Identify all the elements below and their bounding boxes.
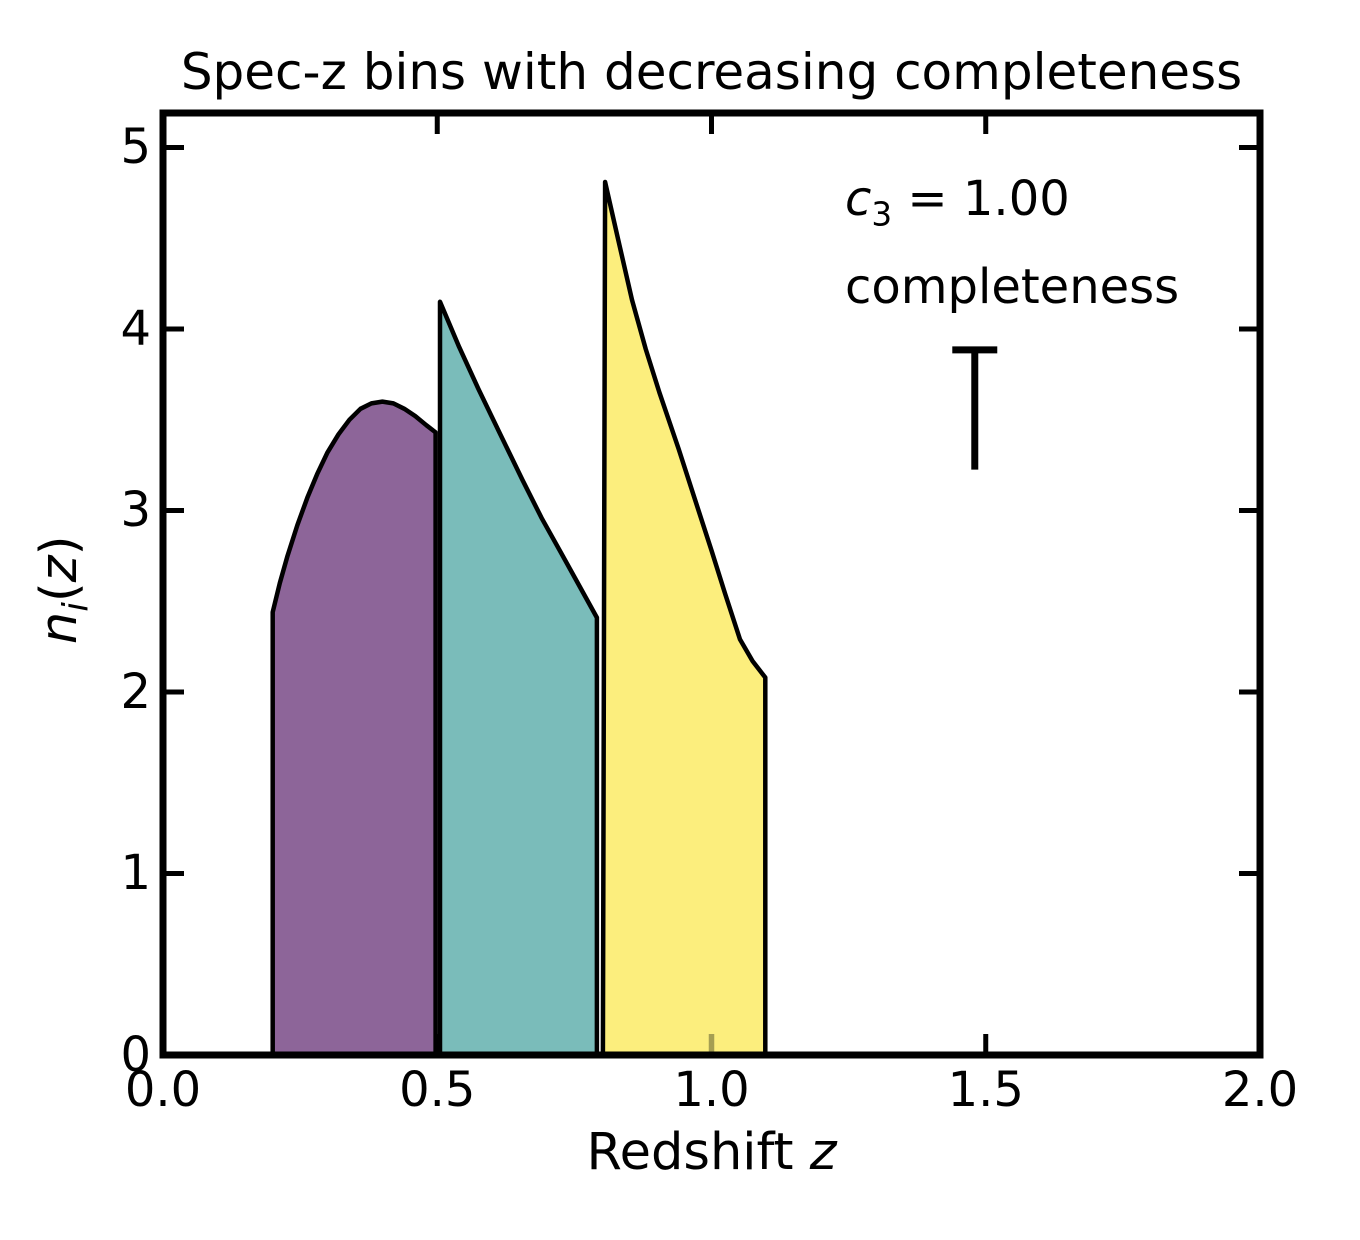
- x-tick-label: 2.0: [1221, 1062, 1299, 1118]
- annotation-var: c: [845, 171, 872, 227]
- x-tick-label: 1.5: [947, 1062, 1024, 1118]
- distribution-areas: [270, 179, 768, 1058]
- x-tick-label: 1.0: [673, 1062, 750, 1118]
- y-tick-label: 1: [120, 845, 151, 902]
- y-tick-label: 2: [120, 663, 151, 720]
- y-axis-label: ni(z): [30, 535, 97, 645]
- annotation-eq: = 1.00: [892, 171, 1070, 227]
- y-tick-label: 4: [120, 300, 151, 357]
- annotation-completeness: completeness: [845, 259, 1180, 315]
- chart-title: Spec-z bins with decreasing completeness: [180, 43, 1243, 101]
- annotation-c3-value: c3 = 1.00: [845, 174, 1070, 232]
- x-tick-label: 0.5: [399, 1062, 476, 1118]
- area-spec-z-bin-2: [437, 299, 600, 1058]
- axes-spines: [159, 109, 1264, 1059]
- y-tick-label: 3: [120, 482, 151, 539]
- annotation-sub: 3: [871, 195, 893, 234]
- completeness-errorbar-marker: [952, 346, 998, 470]
- y-tick-label: 5: [120, 119, 151, 176]
- axes-frame: [159, 109, 1264, 1059]
- x-tick-label: 0.0: [124, 1062, 202, 1118]
- x-axis-label: Redshift z: [586, 1123, 837, 1182]
- area-spec-z-bin-1: [270, 399, 438, 1058]
- area-spec-z-bin-3: [600, 179, 768, 1058]
- y-tick-label: 0: [120, 1027, 151, 1083]
